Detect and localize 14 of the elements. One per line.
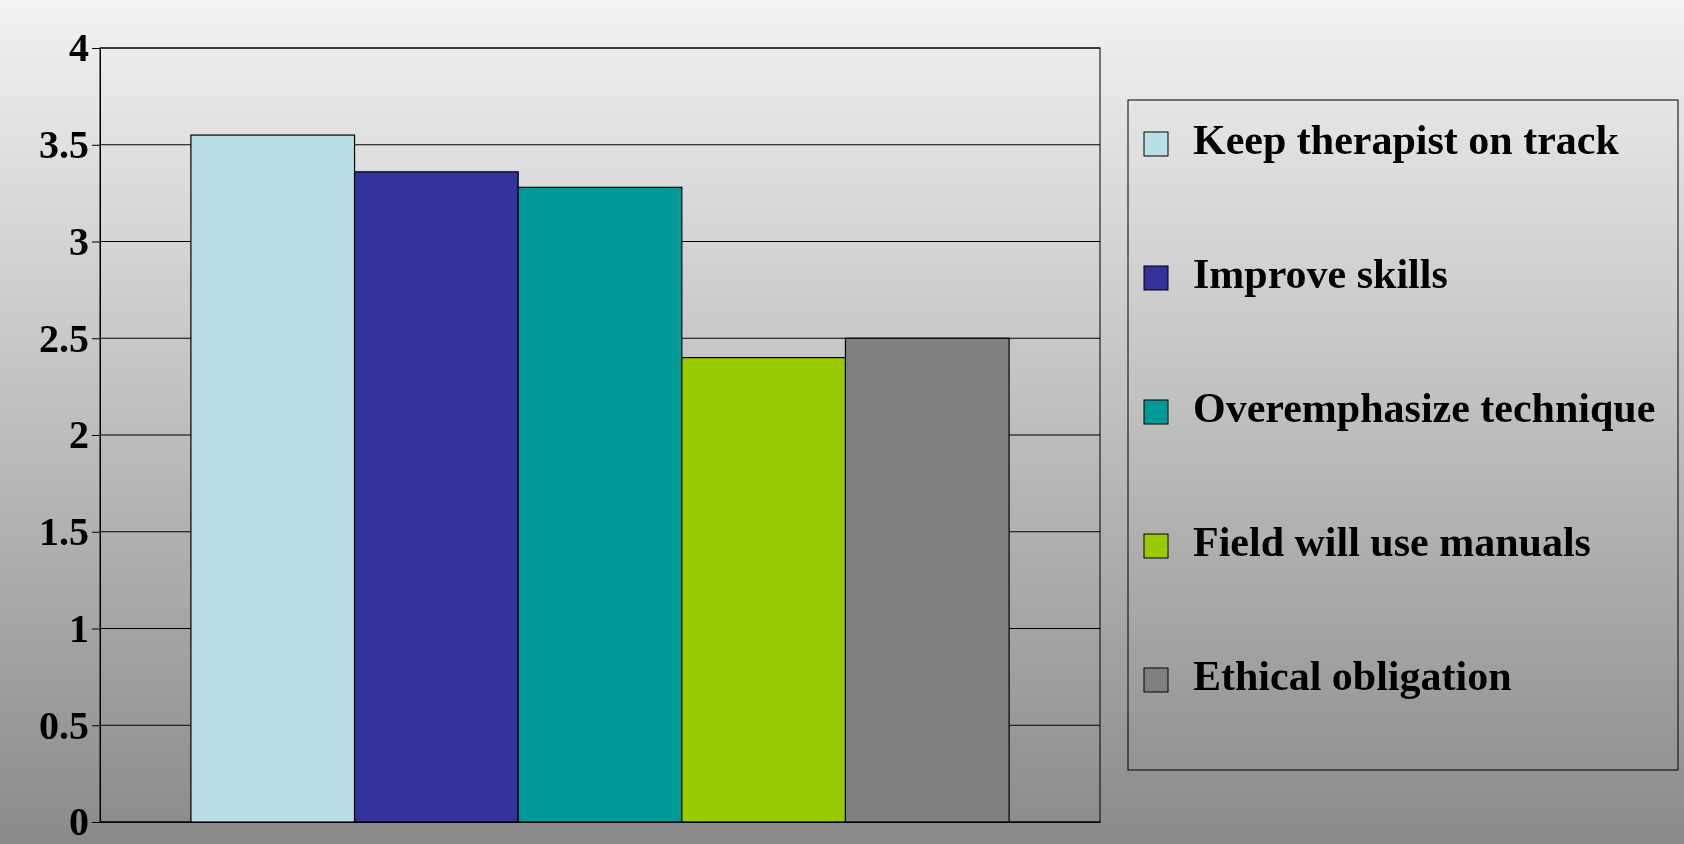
legend-label: Ethical obligation [1193, 653, 1512, 699]
legend-label: Keep therapist on track [1193, 117, 1620, 163]
y-tick-label: 0 [69, 799, 89, 844]
y-tick-label: 1 [69, 605, 89, 651]
legend-label: Field will use manuals [1193, 519, 1591, 565]
y-tick-label: 2 [69, 412, 89, 458]
legend-label: Overemphasize technique [1193, 385, 1656, 431]
y-tick-label: 3 [69, 218, 89, 264]
y-tick-label: 1.5 [39, 509, 89, 555]
y-tick-label: 0.5 [39, 702, 89, 748]
y-tick-label: 2.5 [39, 315, 89, 361]
y-tick-label: 3.5 [39, 122, 89, 168]
legend-label: Improve skills [1193, 251, 1448, 297]
y-tick-label: 4 [69, 25, 89, 71]
